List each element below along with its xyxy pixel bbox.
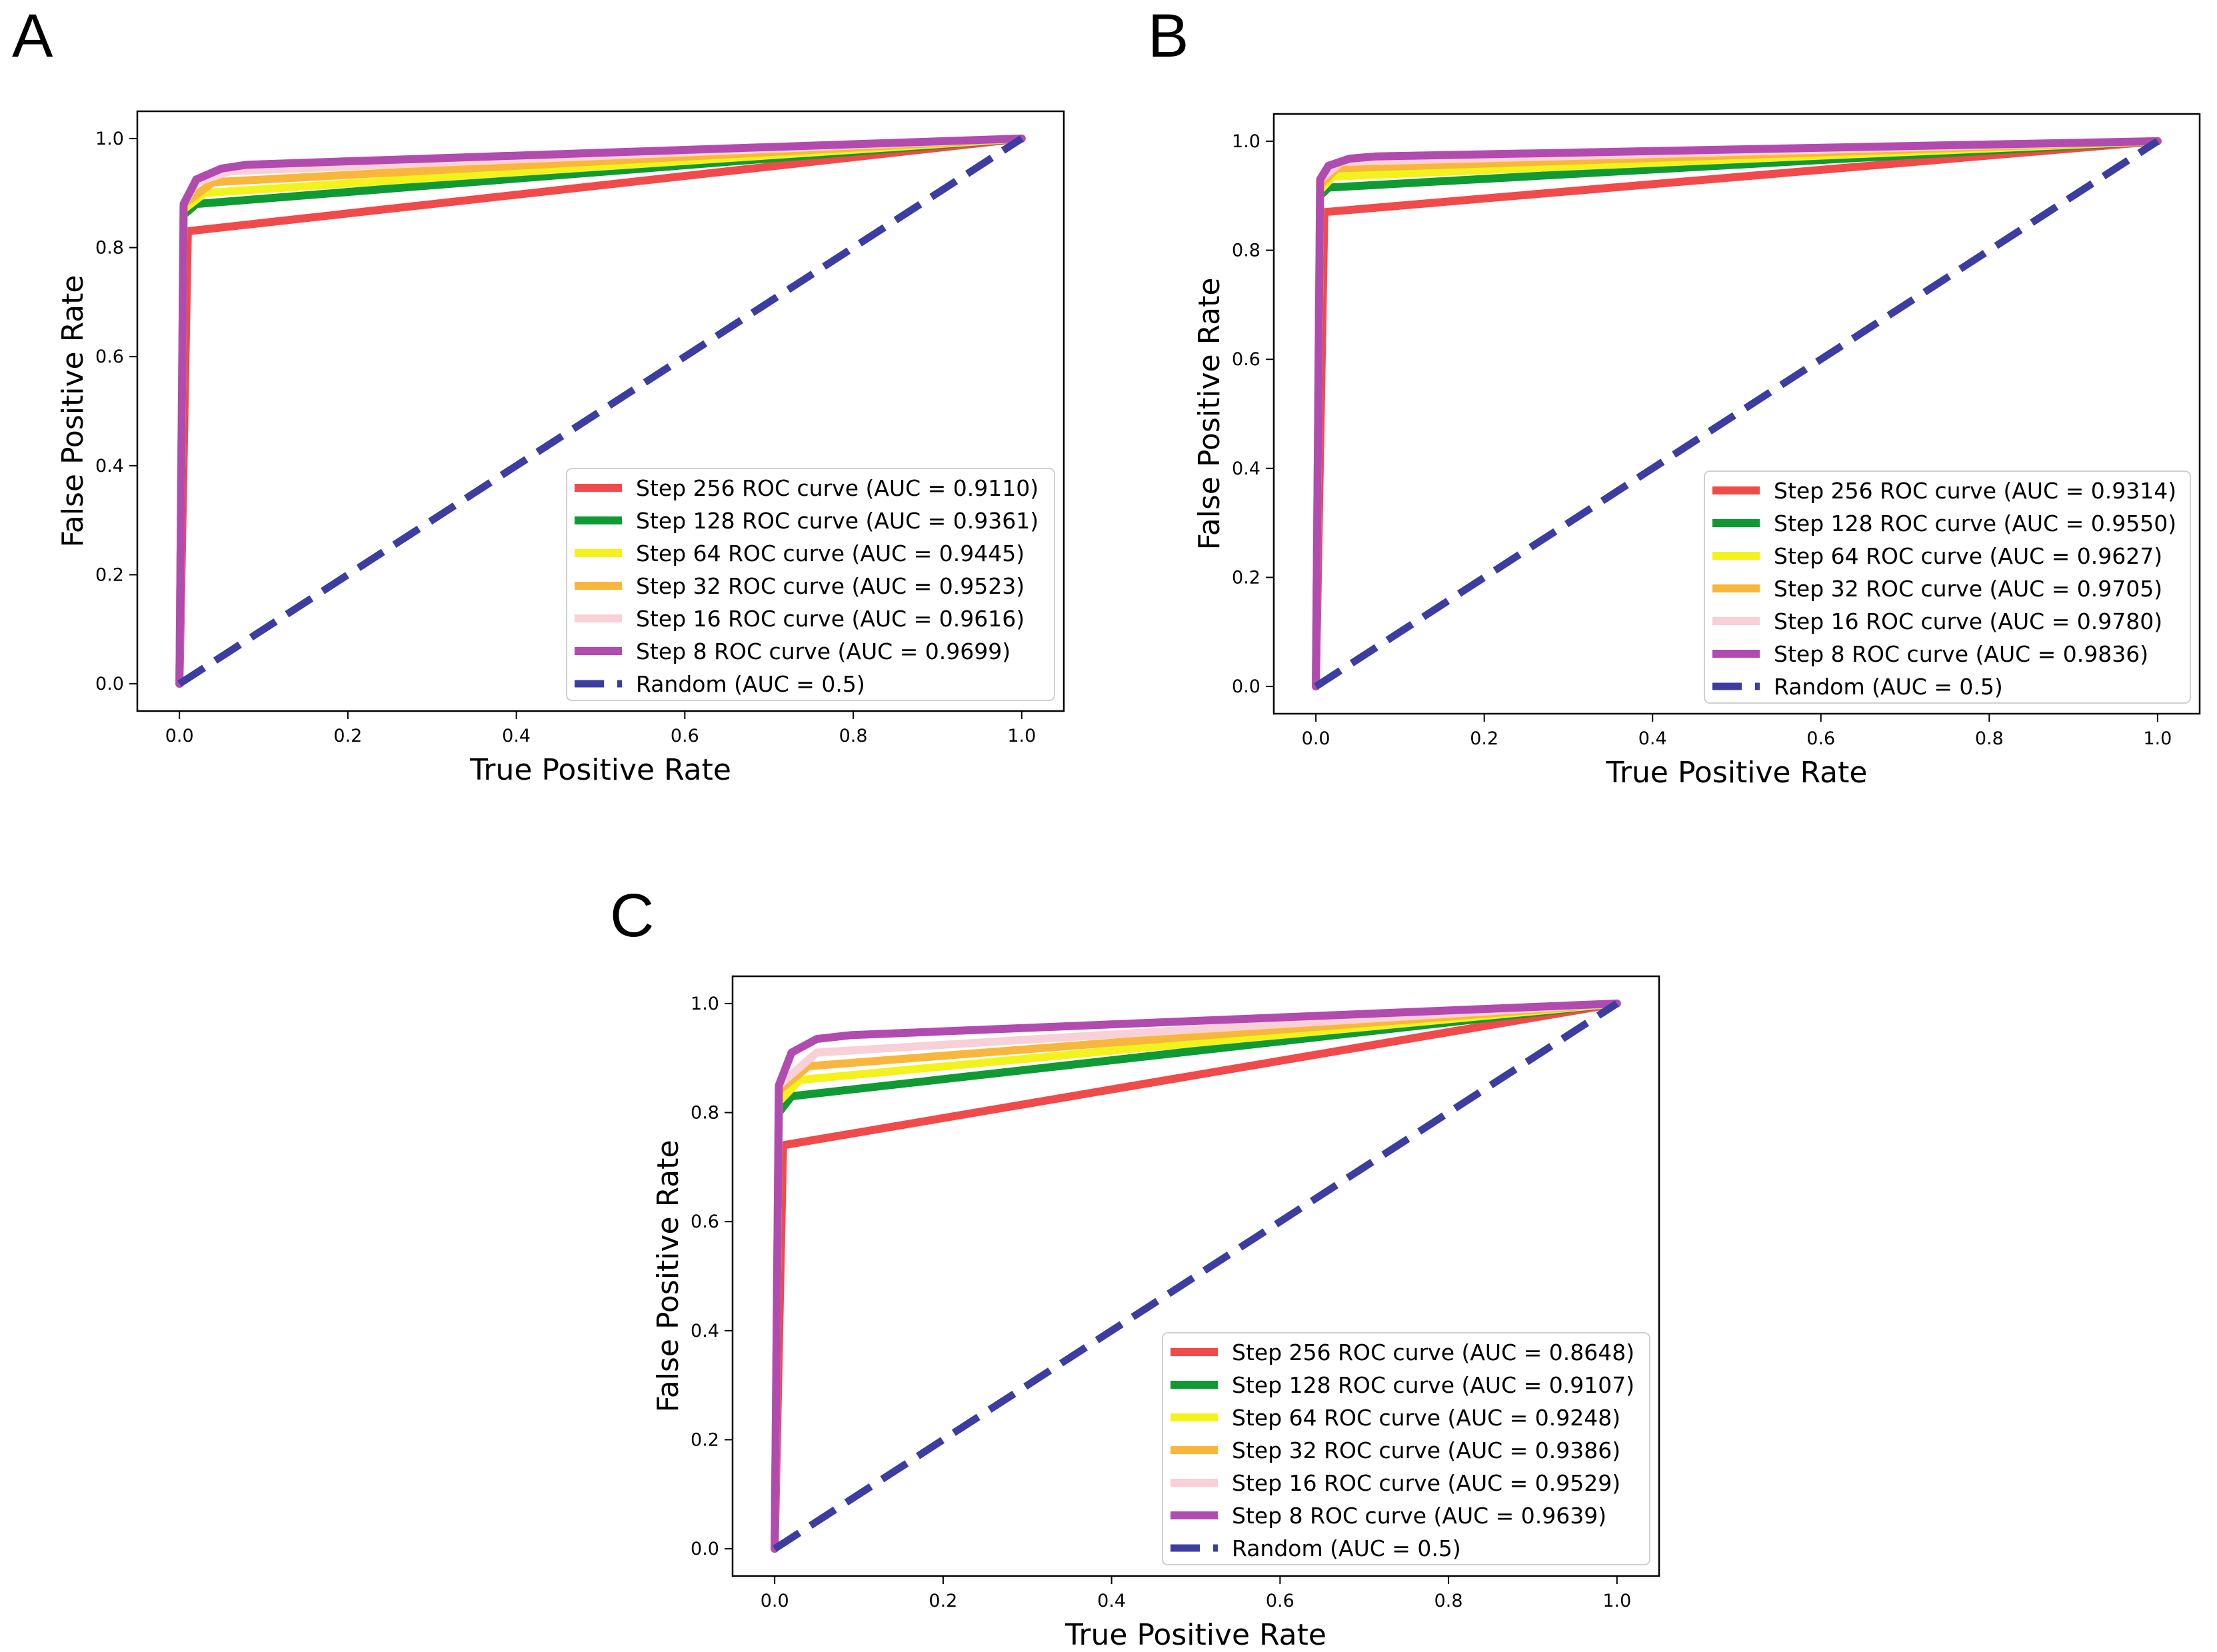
- legend-box-a: [566, 468, 1055, 701]
- legend-label-b-step-32: Step 32 ROC curve (AUC = 0.9705): [1774, 576, 2162, 602]
- legend-label-c-step-16: Step 16 ROC curve (AUC = 0.9529): [1232, 1470, 1620, 1496]
- x-tick-label-b-1: 0.2: [1470, 728, 1498, 749]
- x-tick-label-c-5: 1.0: [1602, 1591, 1631, 1611]
- y-tick-label-c-3: 0.6: [691, 1212, 719, 1232]
- legend-label-a-step-256: Step 256 ROC curve (AUC = 0.9110): [636, 475, 1039, 501]
- x-tick-label-c-4: 0.8: [1434, 1591, 1463, 1611]
- y-tick-label-a-1: 0.2: [95, 564, 124, 585]
- legend-label-c-step-256: Step 256 ROC curve (AUC = 0.8648): [1232, 1339, 1634, 1365]
- panel-label-b: B: [1148, 2, 1188, 70]
- x-tick-label-b-5: 1.0: [2143, 728, 2172, 749]
- legend-label-a-random: Random (AUC = 0.5): [636, 671, 865, 697]
- x-tick-label-a-3: 0.6: [671, 726, 699, 746]
- y-axis-label-c: False Positive Rate: [651, 1140, 685, 1413]
- plot-frame-c: [731, 975, 1660, 1577]
- legend-label-a-step-64: Step 64 ROC curve (AUC = 0.9445): [636, 540, 1025, 566]
- legend-label-c-step-64: Step 64 ROC curve (AUC = 0.9248): [1232, 1405, 1620, 1431]
- x-tick-label-a-1: 0.2: [333, 726, 362, 746]
- y-tick-label-a-4: 0.8: [95, 238, 124, 259]
- y-tick-label-b-3: 0.6: [1232, 349, 1260, 370]
- y-tick-label-c-0: 0.0: [691, 1539, 719, 1559]
- legend-label-c-random: Random (AUC = 0.5): [1232, 1535, 1461, 1561]
- y-tick-label-b-0: 0.0: [1232, 676, 1260, 697]
- chart-panel-b: 0.0 0.2 0.4 0.6 0.8 1.0 0.0 0.2 0.4 0.6 0.8 1.0 True…: [1192, 113, 2201, 790]
- y-tick-label-c-5: 1.0: [691, 994, 719, 1014]
- y-axis-label-a: False Positive Rate: [56, 275, 90, 548]
- x-axis-label-a: True Positive Rate: [469, 753, 731, 787]
- legend-label-a-step-128: Step 128 ROC curve (AUC = 0.9361): [636, 508, 1039, 534]
- chart-panel-c: 0.0 0.2 0.4 0.6 0.8 1.0 0.0 0.2 0.4 0.6 0.8 1.0 True…: [651, 975, 1660, 1652]
- y-tick-label-c-4: 0.8: [691, 1103, 719, 1124]
- legend-label-b-step-128: Step 128 ROC curve (AUC = 0.9550): [1774, 510, 2176, 536]
- y-axis-label-b: False Positive Rate: [1192, 278, 1226, 550]
- x-tick-label-b-2: 0.4: [1638, 728, 1667, 749]
- x-tick-label-b-0: 0.0: [1302, 728, 1330, 749]
- legend-box-c: [1162, 1332, 1650, 1565]
- series-group-b: [1312, 137, 2162, 691]
- x-tick-label-b-3: 0.6: [1806, 728, 1835, 749]
- plot-frame-b: [1272, 113, 2201, 715]
- x-tick-label-c-0: 0.0: [761, 1591, 789, 1611]
- y-tick-label-c-2: 0.4: [691, 1321, 719, 1341]
- y-tick-label-b-5: 1.0: [1232, 131, 1260, 152]
- panel-label-a: A: [12, 2, 53, 70]
- legend-label-c-step-8: Step 8 ROC curve (AUC = 0.9639): [1232, 1503, 1606, 1529]
- legend-label-b-step-256: Step 256 ROC curve (AUC = 0.9314): [1774, 478, 2176, 504]
- x-tick-label-a-5: 1.0: [1007, 726, 1036, 746]
- series-line-c-random: [773, 1000, 1619, 1552]
- legend-label-a-step-32: Step 32 ROC curve (AUC = 0.9523): [636, 573, 1025, 599]
- x-axis-label-c: True Positive Rate: [1065, 1618, 1326, 1652]
- legend-label-a-step-8: Step 8 ROC curve (AUC = 0.9699): [636, 638, 1011, 664]
- x-tick-label-a-0: 0.0: [165, 726, 194, 746]
- legend-label-b-step-64: Step 64 ROC curve (AUC = 0.9627): [1774, 543, 2162, 569]
- plot-frame-a: [136, 110, 1065, 712]
- legend-label-c-step-128: Step 128 ROC curve (AUC = 0.9107): [1232, 1372, 1634, 1398]
- series-line-c-step-8: [771, 999, 1621, 1553]
- y-tick-label-a-0: 0.0: [95, 674, 124, 694]
- y-tick-label-c-1: 0.2: [691, 1429, 719, 1450]
- x-tick-label-b-4: 0.8: [1975, 728, 2004, 749]
- series-group-a: [175, 134, 1026, 688]
- y-tick-label-b-1: 0.2: [1232, 567, 1260, 588]
- legend-label-b-step-16: Step 16 ROC curve (AUC = 0.9780): [1774, 608, 2162, 634]
- legend-label-b-step-8: Step 8 ROC curve (AUC = 0.9836): [1774, 641, 2148, 667]
- y-tick-label-a-2: 0.4: [95, 456, 124, 476]
- x-tick-label-c-3: 0.6: [1266, 1591, 1294, 1611]
- legend-a: Step 256 ROC curve (AUC = 0.9110) Step 12…: [566, 468, 1055, 701]
- legend-label-a-step-16: Step 16 ROC curve (AUC = 0.9616): [636, 606, 1025, 632]
- x-tick-label-c-2: 0.4: [1097, 1591, 1126, 1611]
- y-tick-label-a-3: 0.6: [95, 347, 124, 367]
- legend-label-b-random: Random (AUC = 0.5): [1774, 674, 2003, 700]
- x-tick-label-c-1: 0.2: [929, 1591, 957, 1611]
- series-group-c: [771, 999, 1621, 1553]
- panel-label-c: C: [610, 882, 654, 950]
- series-line-a-step-8: [175, 134, 1026, 688]
- x-axis-label-b: True Positive Rate: [1606, 756, 1868, 790]
- y-tick-label-b-2: 0.4: [1232, 458, 1260, 479]
- legend-label-c-step-32: Step 32 ROC curve (AUC = 0.9386): [1232, 1437, 1620, 1463]
- y-tick-label-b-4: 0.8: [1232, 241, 1260, 261]
- legend-box-b: [1704, 470, 2191, 704]
- x-tick-label-a-4: 0.8: [839, 726, 868, 746]
- legend-c: Step 256 ROC curve (AUC = 0.8648) Step 12…: [1162, 1332, 1650, 1565]
- series-line-b-step-8: [1312, 137, 2162, 691]
- legend-b: Step 256 ROC curve (AUC = 0.9314) Step 12…: [1704, 470, 2191, 704]
- series-line-a-random: [177, 135, 1024, 687]
- chart-panel-a: 0.0 0.2 0.4 0.6 0.8 1.0 0.0 0.2 0.4 0.6 0.8 1.0 True…: [56, 110, 1065, 787]
- series-line-b-random: [1314, 138, 2160, 690]
- x-tick-label-a-2: 0.4: [502, 726, 531, 746]
- y-tick-label-a-5: 1.0: [95, 129, 124, 149]
